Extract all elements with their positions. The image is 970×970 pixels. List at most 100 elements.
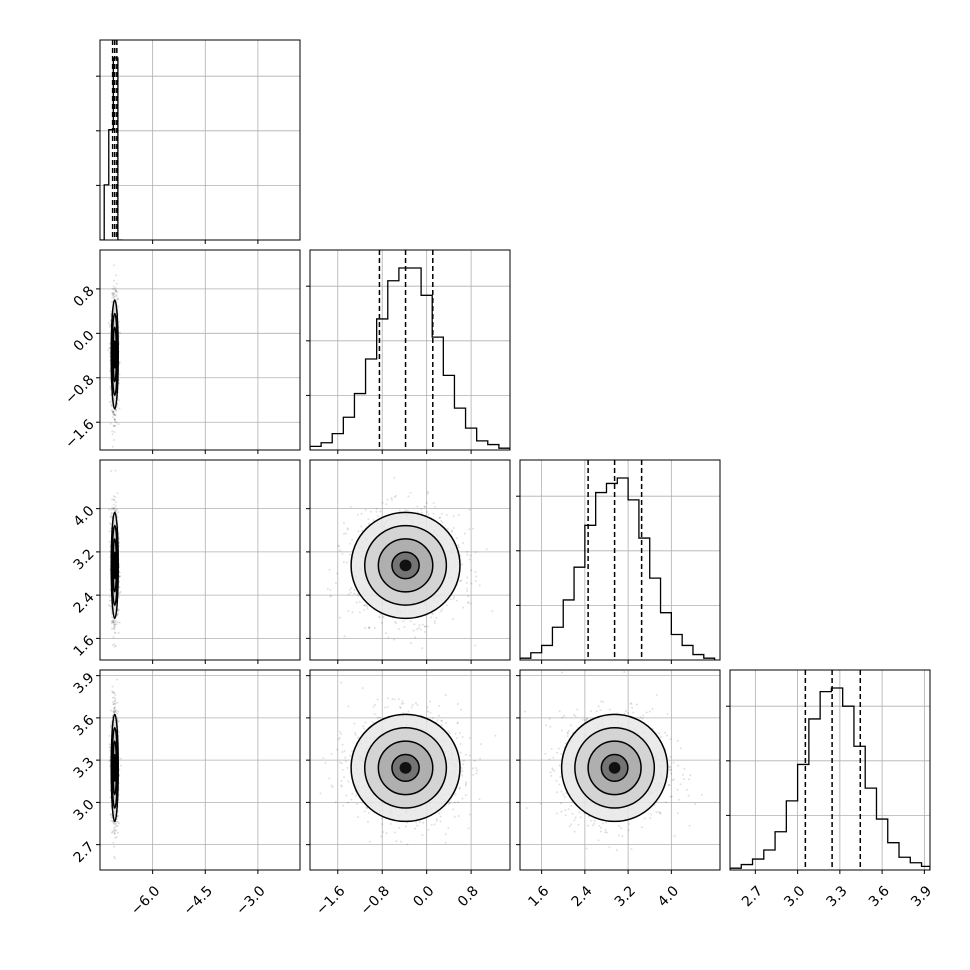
scatter-point — [358, 611, 361, 614]
scatter-point — [116, 831, 119, 834]
scatter-point — [457, 513, 460, 516]
contour-level-2 — [111, 524, 119, 606]
scatter-point — [115, 678, 118, 681]
panel-2-1 — [306, 459, 523, 664]
scatter-point — [108, 599, 111, 602]
scatter-point — [521, 589, 523, 591]
scatter-point — [438, 517, 441, 520]
scatter-point — [112, 498, 115, 501]
scatter-point — [111, 296, 114, 299]
scatter-point — [110, 409, 113, 412]
scatter-point — [445, 513, 448, 516]
scatter-point — [345, 561, 348, 564]
scatter-point — [112, 264, 115, 267]
scatter-point — [347, 593, 350, 596]
scatter-point — [109, 377, 112, 380]
scatter-point — [108, 400, 111, 403]
scatter-point — [366, 605, 369, 608]
scatter-point — [474, 551, 477, 554]
scatter-point — [114, 509, 117, 512]
scatter-point — [418, 624, 421, 627]
contour-level-2 — [111, 312, 119, 397]
scatter-point — [465, 581, 468, 584]
scatter-point — [109, 595, 112, 598]
scatter-point — [110, 611, 113, 614]
scatter-point — [111, 644, 114, 647]
scatter-point — [423, 505, 426, 508]
scatter-point — [114, 631, 117, 634]
scatter-point — [378, 615, 381, 618]
scatter-point — [424, 625, 427, 628]
scatter-point — [337, 544, 340, 547]
scatter-point — [412, 629, 415, 632]
scatter-point — [343, 532, 346, 535]
density-peak — [399, 559, 412, 572]
scatter-point — [119, 757, 122, 760]
scatter-point — [113, 696, 116, 699]
scatter-point — [114, 509, 117, 512]
scatter-point — [114, 496, 117, 499]
scatter-point — [116, 492, 119, 495]
scatter-point — [111, 506, 114, 509]
scatter-point — [376, 514, 379, 517]
scatter-point — [113, 620, 116, 623]
scatter-point — [357, 594, 360, 597]
scatter-point — [403, 625, 406, 628]
scatter-point — [416, 505, 419, 508]
scatter-point — [113, 628, 116, 631]
scatter-point — [466, 550, 469, 553]
scatter-point — [110, 470, 113, 473]
scatter-point — [113, 691, 116, 694]
scatter-point — [113, 828, 116, 831]
scatter-point — [111, 620, 114, 623]
scatter-point — [350, 587, 353, 590]
contour-level-0 — [391, 551, 420, 580]
scatter-point — [114, 288, 117, 291]
scatter-point — [452, 618, 455, 621]
scatter-point — [112, 411, 115, 414]
scatter-point — [468, 558, 471, 561]
scatter-point — [115, 290, 118, 293]
contour-level-0 — [113, 551, 117, 580]
scatter-point — [386, 498, 389, 501]
scatter-point — [113, 418, 116, 421]
scatter-point — [112, 495, 115, 498]
scatter-point — [112, 619, 115, 622]
scatter-point — [344, 532, 347, 535]
scatter-point — [111, 616, 114, 619]
y-tick-label: 0.0 — [71, 328, 98, 355]
scatter-point — [445, 604, 448, 607]
scatter-point — [114, 631, 117, 634]
scatter-point — [117, 821, 120, 824]
scatter-point — [115, 829, 118, 832]
scatter-point — [108, 346, 111, 349]
panel-frame — [99, 459, 301, 661]
scatter-point — [115, 623, 118, 626]
scatter-point — [372, 519, 375, 522]
scatter-point — [112, 292, 115, 295]
histogram-bars — [310, 267, 510, 450]
y-tick-label: −1.6 — [62, 417, 97, 452]
scatter-point — [107, 349, 110, 352]
scatter-point — [108, 347, 111, 350]
scatter-point — [113, 711, 116, 714]
scatter-point — [118, 320, 121, 323]
scatter-point — [116, 297, 119, 300]
scatter-point — [112, 508, 115, 511]
scatter-point — [379, 510, 382, 513]
scatter-point — [109, 385, 112, 388]
scatter-point — [365, 603, 368, 606]
scatter-point — [478, 584, 481, 587]
scatter-point — [117, 612, 120, 615]
scatter-point — [338, 616, 341, 619]
scatter-point — [440, 610, 443, 613]
scatter-point — [382, 615, 385, 618]
scatter-point — [351, 538, 354, 541]
scatter-point — [393, 620, 396, 623]
scatter-point — [109, 523, 112, 526]
scatter-point — [468, 508, 471, 511]
scatter-point — [118, 591, 121, 594]
scatter-point — [427, 513, 430, 516]
scatter-point — [457, 546, 460, 549]
scatter-point — [425, 501, 428, 504]
